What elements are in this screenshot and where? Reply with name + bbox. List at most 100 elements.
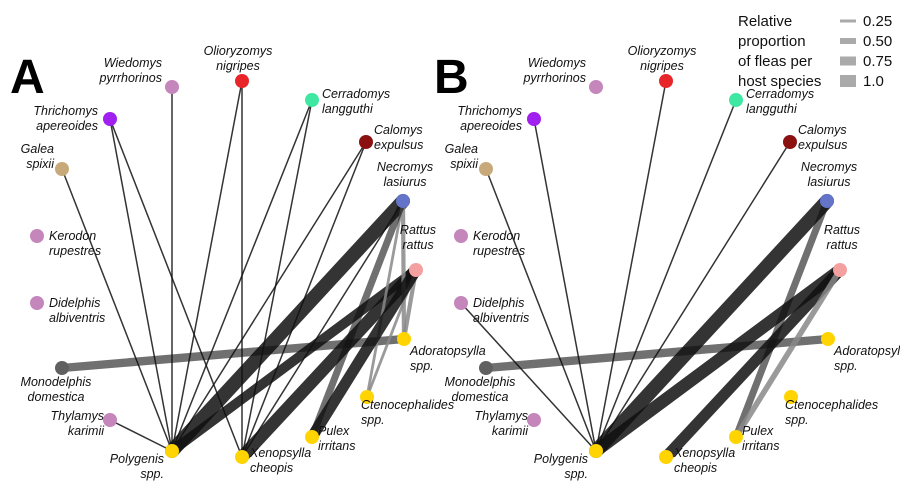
edge xyxy=(109,118,243,458)
node xyxy=(820,194,834,208)
node-label: Wiedomys xyxy=(528,56,586,70)
node xyxy=(235,74,249,88)
node xyxy=(659,74,673,88)
node-label: Polygenis xyxy=(110,452,164,466)
node-label: albiventris xyxy=(473,311,529,325)
node-label: spp. xyxy=(834,359,858,373)
edge xyxy=(109,118,173,452)
edge xyxy=(241,200,404,458)
node xyxy=(360,390,374,404)
edge xyxy=(595,99,737,452)
edge xyxy=(660,264,846,463)
node-label: apereoides xyxy=(460,119,522,133)
node-label: Olioryzomys xyxy=(628,44,697,58)
legend-label: 0.75 xyxy=(863,53,892,70)
node-label: spp. xyxy=(785,413,809,427)
node xyxy=(305,93,319,107)
node-label: domestica xyxy=(452,390,509,404)
node xyxy=(235,450,249,464)
node-label: Thrichomys xyxy=(33,104,98,118)
node-label: rattus xyxy=(826,238,857,252)
node-label: Rattus xyxy=(824,223,860,237)
node-label: langguthi xyxy=(746,102,798,116)
node-label: rattus xyxy=(402,238,433,252)
edge xyxy=(589,194,834,458)
edge xyxy=(241,141,367,458)
node-label: Cerradomys xyxy=(322,87,390,101)
node-label: karimii xyxy=(68,424,105,438)
node-label: Xenopsylla xyxy=(249,446,311,460)
node xyxy=(479,162,493,176)
node-label: spixii xyxy=(450,157,479,171)
node-label: Kerodon xyxy=(49,229,96,243)
node xyxy=(729,93,743,107)
node xyxy=(396,194,410,208)
edge xyxy=(589,263,847,458)
node-label: Monodelphis xyxy=(445,375,516,389)
legend-label: 1.0 xyxy=(863,73,884,90)
node-label: albiventris xyxy=(49,311,105,325)
node-label: Calomys xyxy=(798,123,847,137)
node-label: pyrrhorinos xyxy=(98,71,162,85)
legend-title: Relative xyxy=(738,13,792,30)
edge xyxy=(365,199,405,399)
node-label: Xenopsylla xyxy=(673,446,735,460)
node-label: Kerodon xyxy=(473,229,520,243)
edge xyxy=(109,419,173,452)
node xyxy=(30,296,44,310)
edge xyxy=(733,267,843,440)
node-label: Olioryzomys xyxy=(204,44,273,58)
node-label: cheopis xyxy=(674,461,717,475)
node-label: lasiurus xyxy=(807,175,850,189)
legend-title: of fleas per xyxy=(738,53,812,70)
edge xyxy=(595,141,791,452)
edge xyxy=(171,141,367,452)
node-label: Necromys xyxy=(801,160,857,174)
node-label: apereoides xyxy=(36,119,98,133)
node-label: Didelphis xyxy=(473,296,524,310)
node-label: cheopis xyxy=(250,461,293,475)
node-label: Polygenis xyxy=(534,452,588,466)
panel-letter: A xyxy=(10,51,45,104)
node xyxy=(55,162,69,176)
node-label: Necromys xyxy=(377,160,433,174)
node-label: expulsus xyxy=(374,138,423,152)
node-label: Thrichomys xyxy=(457,104,522,118)
node-label: Thylamys xyxy=(475,409,528,423)
edge xyxy=(165,194,410,458)
node-label: Ctenocephalides xyxy=(361,398,454,412)
node-label: spp. xyxy=(140,467,164,481)
node xyxy=(729,430,743,444)
node xyxy=(589,444,603,458)
node xyxy=(589,80,603,94)
node-label: Calomys xyxy=(374,123,423,137)
node xyxy=(454,229,468,243)
node-label: Galea xyxy=(21,142,54,156)
node-label: spixii xyxy=(26,157,55,171)
node xyxy=(359,135,373,149)
node xyxy=(527,112,541,126)
node-label: Wiedomys xyxy=(104,56,162,70)
node-label: Ctenocephalides xyxy=(785,398,878,412)
node-label: spp. xyxy=(361,413,385,427)
node xyxy=(103,413,117,427)
node xyxy=(783,135,797,149)
edge xyxy=(167,265,421,456)
edge xyxy=(61,168,173,452)
node-label: karimii xyxy=(492,424,529,438)
node-label: pyrrhorinos xyxy=(522,71,586,85)
node xyxy=(833,263,847,277)
node-label: langguthi xyxy=(322,102,374,116)
edge xyxy=(460,302,597,452)
node xyxy=(55,361,69,375)
legend-title: proportion xyxy=(738,33,806,50)
node xyxy=(784,390,798,404)
edge xyxy=(171,80,243,452)
edge xyxy=(308,197,407,441)
node-label: Galea xyxy=(445,142,478,156)
node xyxy=(527,413,541,427)
edge xyxy=(595,80,667,452)
node-label: nigripes xyxy=(640,59,684,73)
edge xyxy=(241,99,313,458)
node xyxy=(103,112,117,126)
